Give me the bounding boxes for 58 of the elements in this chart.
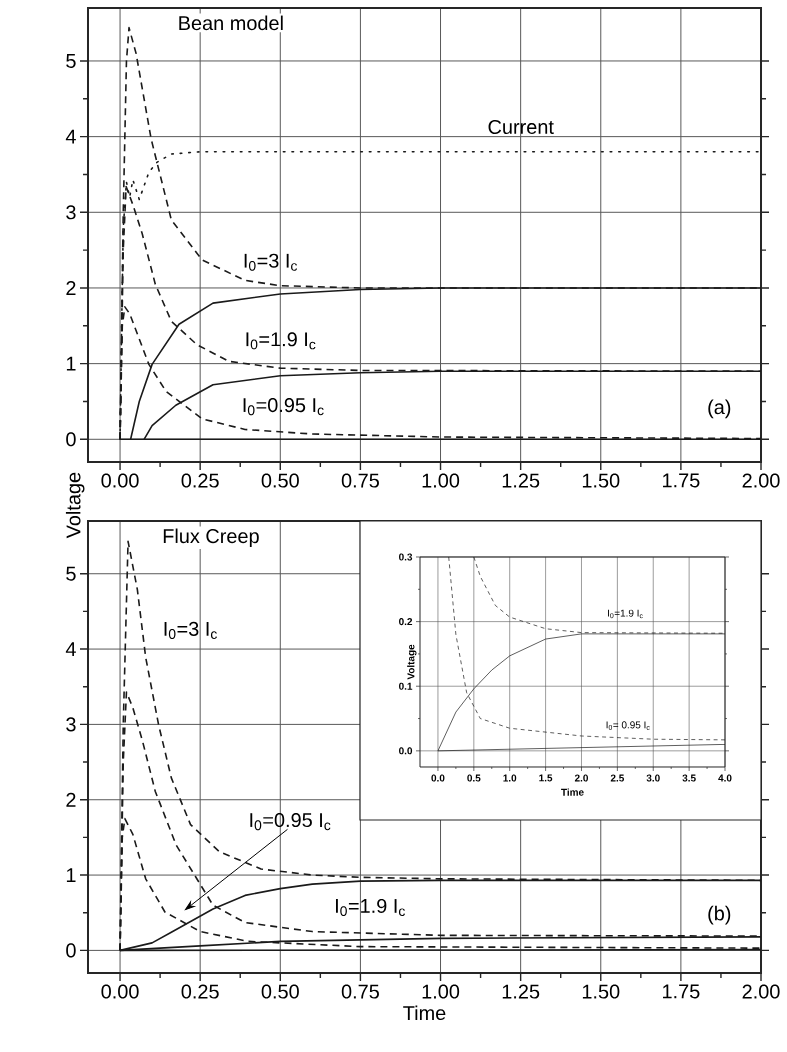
x-tick-label: 1.0 [503, 774, 517, 782]
y-tick-label: 0 [66, 432, 76, 447]
annotation: I$_{0}$=3 I$_{c}$ [164, 621, 217, 639]
x-tick-label: 2.5 [610, 774, 625, 782]
x-tick-label: 1.25 [502, 984, 540, 999]
y-tick-label: 4 [65, 642, 76, 656]
annotation: I$_{0}$=1.9 I$_{c}$ [246, 332, 316, 350]
annotation: I$_{0}$=3 I$_{c}$ [244, 253, 298, 271]
y-tick-label: 0.0 [399, 747, 413, 755]
x-tick-label: 0.0 [431, 774, 445, 782]
x-tick-label: 0.75 [341, 984, 379, 999]
y-tick-label: 0.1 [399, 682, 413, 690]
x-tick-label: 0.25 [181, 984, 219, 999]
x-tick-label: 0.00 [101, 473, 139, 488]
x-axis-title: Time [561, 788, 584, 796]
x-axis-title: Time [403, 1005, 446, 1021]
x-tick-label: 1.25 [502, 473, 540, 488]
x-tick-label: 1.50 [582, 473, 620, 488]
annotation: I$_{0}$=1.9 I$_{c}$ [608, 609, 643, 619]
x-tick-label: 3.5 [682, 774, 696, 782]
x-tick-label: 1.75 [663, 473, 700, 488]
annotation: (a) [708, 399, 731, 419]
x-tick-label: 2.00 [742, 473, 780, 488]
y-tick-label: 4 [65, 129, 76, 144]
x-tick-label: 4.0 [718, 774, 732, 782]
y-tick-label: 1 [66, 868, 76, 882]
x-tick-label: 1.00 [422, 984, 460, 999]
x-tick-label: 3.0 [646, 774, 660, 782]
x-tick-label: 0.50 [261, 984, 299, 999]
y-tick-label: 1 [66, 356, 76, 371]
y-tick-label: 3 [66, 205, 76, 220]
x-tick-label: 0.5 [467, 774, 481, 782]
chart-title: Bean model [179, 15, 283, 31]
annotation: I$_{0}$= 0.95 I$_{c}$ [606, 721, 650, 730]
chart-title: Flux Creep [163, 528, 259, 548]
x-tick-label: 0.50 [261, 473, 299, 488]
y-tick-label: 0.3 [399, 553, 413, 561]
y-tick-label: 3 [66, 717, 76, 732]
annotation: (b) [708, 905, 731, 925]
y-tick-label: 5 [66, 566, 76, 581]
x-tick-label: 0.25 [181, 473, 219, 488]
y-axis-title: Voltage [407, 644, 417, 680]
annotation: I$_{0}$=0.95 I$_{c}$ [243, 398, 324, 416]
x-tick-label: 1.50 [582, 984, 620, 999]
y-axis-title: Voltage [65, 472, 85, 539]
y-tick-label: 0 [66, 943, 76, 958]
y-tick-label: 5 [66, 54, 76, 68]
y-tick-label: 2 [66, 281, 76, 295]
x-tick-label: 1.5 [539, 774, 553, 782]
x-tick-label: 0.00 [101, 984, 139, 999]
x-tick-label: 1.75 [663, 984, 700, 999]
x-tick-label: 2.0 [574, 774, 588, 782]
x-tick-label: 1.00 [422, 473, 460, 488]
x-tick-label: 0.75 [341, 473, 379, 488]
y-tick-label: 2 [66, 792, 76, 807]
y-tick-label: 0.2 [399, 618, 413, 626]
x-tick-label: 2.00 [742, 984, 780, 999]
annotation: I$_{0}$=0.95 I$_{c}$ [250, 813, 331, 831]
